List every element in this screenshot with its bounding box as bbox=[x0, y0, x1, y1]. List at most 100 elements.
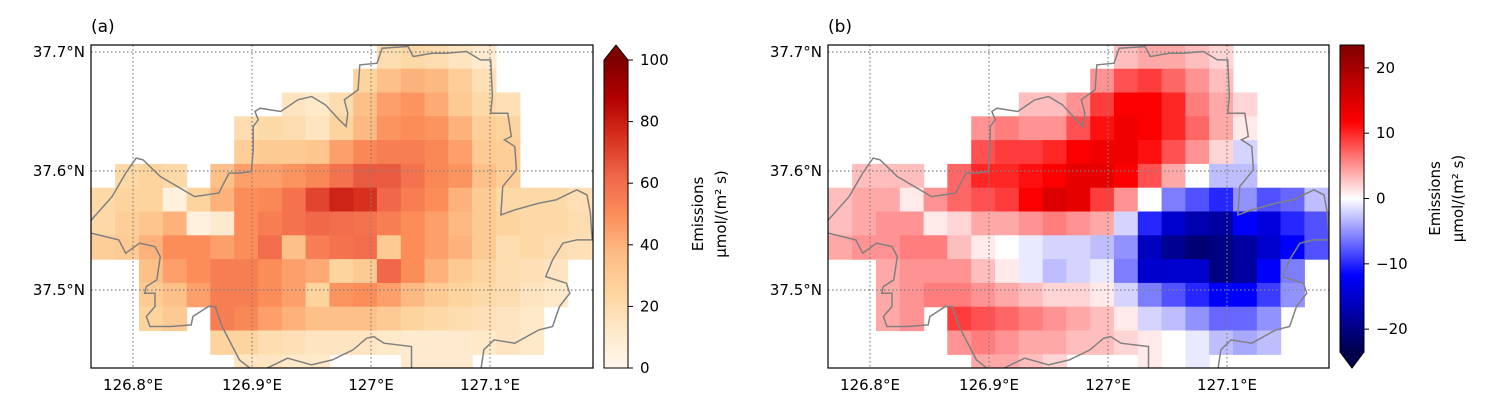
heatmap-cell bbox=[115, 187, 140, 213]
heatmap-cell bbox=[258, 306, 283, 332]
heatmap-cell bbox=[995, 330, 1020, 355]
heatmap-cell bbox=[234, 306, 259, 332]
heatmap-cell bbox=[852, 187, 877, 213]
x-tick-label: 126.9°E bbox=[222, 376, 282, 394]
heatmap-cell bbox=[376, 330, 402, 355]
heatmap-cell bbox=[353, 163, 378, 189]
heatmap-cell bbox=[376, 92, 402, 117]
heatmap-cell bbox=[305, 163, 330, 189]
heatmap-cell bbox=[162, 306, 188, 332]
heatmap-cell bbox=[353, 235, 378, 260]
heatmap-cell bbox=[567, 235, 592, 260]
colorbar-extend-min bbox=[1340, 352, 1364, 368]
heatmap-cell bbox=[899, 282, 925, 308]
map-area bbox=[91, 45, 593, 368]
heatmap-cell bbox=[376, 68, 402, 94]
heatmap-cell bbox=[1066, 163, 1091, 189]
heatmap-cell bbox=[376, 140, 402, 165]
heatmap-cell bbox=[210, 259, 235, 284]
heatmap-cell bbox=[281, 163, 307, 189]
heatmap-cell bbox=[947, 259, 972, 284]
heatmap-cell bbox=[139, 282, 164, 308]
heatmap-cell bbox=[496, 306, 521, 332]
heatmap-cell bbox=[1018, 282, 1044, 308]
heatmap-cell bbox=[1161, 116, 1186, 141]
heatmap-cell bbox=[210, 282, 235, 308]
heatmap-cell bbox=[186, 282, 211, 308]
heatmap-cell bbox=[281, 116, 307, 141]
colorbar-tick-label: 100 bbox=[640, 51, 669, 69]
heatmap-cell bbox=[353, 140, 378, 165]
y-tick-label: 37.5°N bbox=[33, 281, 85, 299]
city-boundary bbox=[91, 45, 593, 368]
heatmap-cell bbox=[162, 282, 188, 308]
heatmap-cell bbox=[305, 116, 330, 141]
y-tick-label: 37.7°N bbox=[770, 43, 822, 61]
heatmap-cell bbox=[1090, 211, 1115, 236]
heatmap-cell bbox=[448, 92, 473, 117]
heatmap-cell bbox=[1209, 259, 1234, 284]
heatmap-cell bbox=[1185, 259, 1210, 284]
heatmap-cell bbox=[1066, 211, 1091, 236]
x-tick-label: 126.8°E bbox=[103, 376, 163, 394]
heatmap-cell bbox=[1090, 163, 1115, 189]
heatmap-cell bbox=[448, 68, 473, 94]
heatmap-cell bbox=[424, 330, 449, 355]
heatmap-cell bbox=[91, 187, 116, 213]
heatmap-cell bbox=[305, 92, 330, 117]
heatmap-cell bbox=[91, 235, 116, 260]
y-tick-label: 37.6°N bbox=[33, 162, 85, 180]
heatmap-cell bbox=[472, 282, 497, 308]
heatmap-cell bbox=[1280, 211, 1305, 236]
heatmap-cell bbox=[1018, 306, 1044, 332]
heatmap-cell bbox=[876, 187, 901, 213]
heatmap-cell bbox=[1256, 235, 1282, 260]
heatmap-cell bbox=[1209, 68, 1234, 94]
heatmap-cell bbox=[1018, 187, 1044, 213]
heatmap-cell bbox=[1137, 116, 1163, 141]
heatmap-cell bbox=[899, 163, 925, 189]
heatmap-cell bbox=[899, 187, 925, 213]
heatmap-cell bbox=[448, 187, 473, 213]
heatmap-cell bbox=[1161, 306, 1186, 332]
city-boundary bbox=[828, 45, 1329, 368]
heatmap-cell bbox=[1137, 187, 1163, 213]
heatmap-cell bbox=[971, 306, 996, 332]
colorbar-outline bbox=[603, 44, 629, 369]
heatmap-cell bbox=[162, 259, 188, 284]
heatmap-cell bbox=[1113, 306, 1139, 332]
y-tick-label: 37.6°N bbox=[770, 162, 822, 180]
axes-frame bbox=[827, 44, 1330, 369]
colorbar-label-line2: μmol/(m² s) bbox=[1449, 155, 1467, 242]
heatmap-cell bbox=[1185, 140, 1210, 165]
heatmap-cell bbox=[234, 187, 259, 213]
heatmap-cell bbox=[210, 211, 235, 236]
heatmap-cell bbox=[852, 211, 877, 236]
heatmap-cell bbox=[1113, 45, 1139, 70]
heatmap-cell bbox=[329, 140, 354, 165]
heatmap-cell bbox=[400, 163, 426, 189]
heatmap-cell bbox=[947, 235, 972, 260]
heatmap-cell bbox=[971, 282, 996, 308]
heatmap-cell bbox=[1042, 211, 1067, 236]
heatmap-cell bbox=[1209, 211, 1234, 236]
heatmap-cell bbox=[234, 259, 259, 284]
heatmap-cell bbox=[1042, 235, 1067, 260]
heatmap-cell bbox=[1161, 45, 1186, 70]
heatmap-cell bbox=[329, 259, 354, 284]
heatmap-cell bbox=[448, 282, 473, 308]
heatmap-cell bbox=[995, 116, 1020, 141]
axes-frame bbox=[90, 44, 594, 369]
heatmap-cell bbox=[234, 116, 259, 141]
heatmap-cell bbox=[1185, 163, 1210, 189]
heatmap-cell bbox=[329, 235, 354, 260]
heatmap-cell bbox=[496, 259, 521, 284]
heatmap-cell bbox=[1209, 140, 1234, 165]
heatmap-cell bbox=[329, 163, 354, 189]
heatmap-cell bbox=[353, 116, 378, 141]
heatmap-cell bbox=[519, 211, 545, 236]
heatmap-cell bbox=[1256, 187, 1282, 213]
heatmap-cell bbox=[376, 45, 402, 70]
heatmap-cell bbox=[448, 163, 473, 189]
heatmap-cell bbox=[1233, 211, 1258, 236]
